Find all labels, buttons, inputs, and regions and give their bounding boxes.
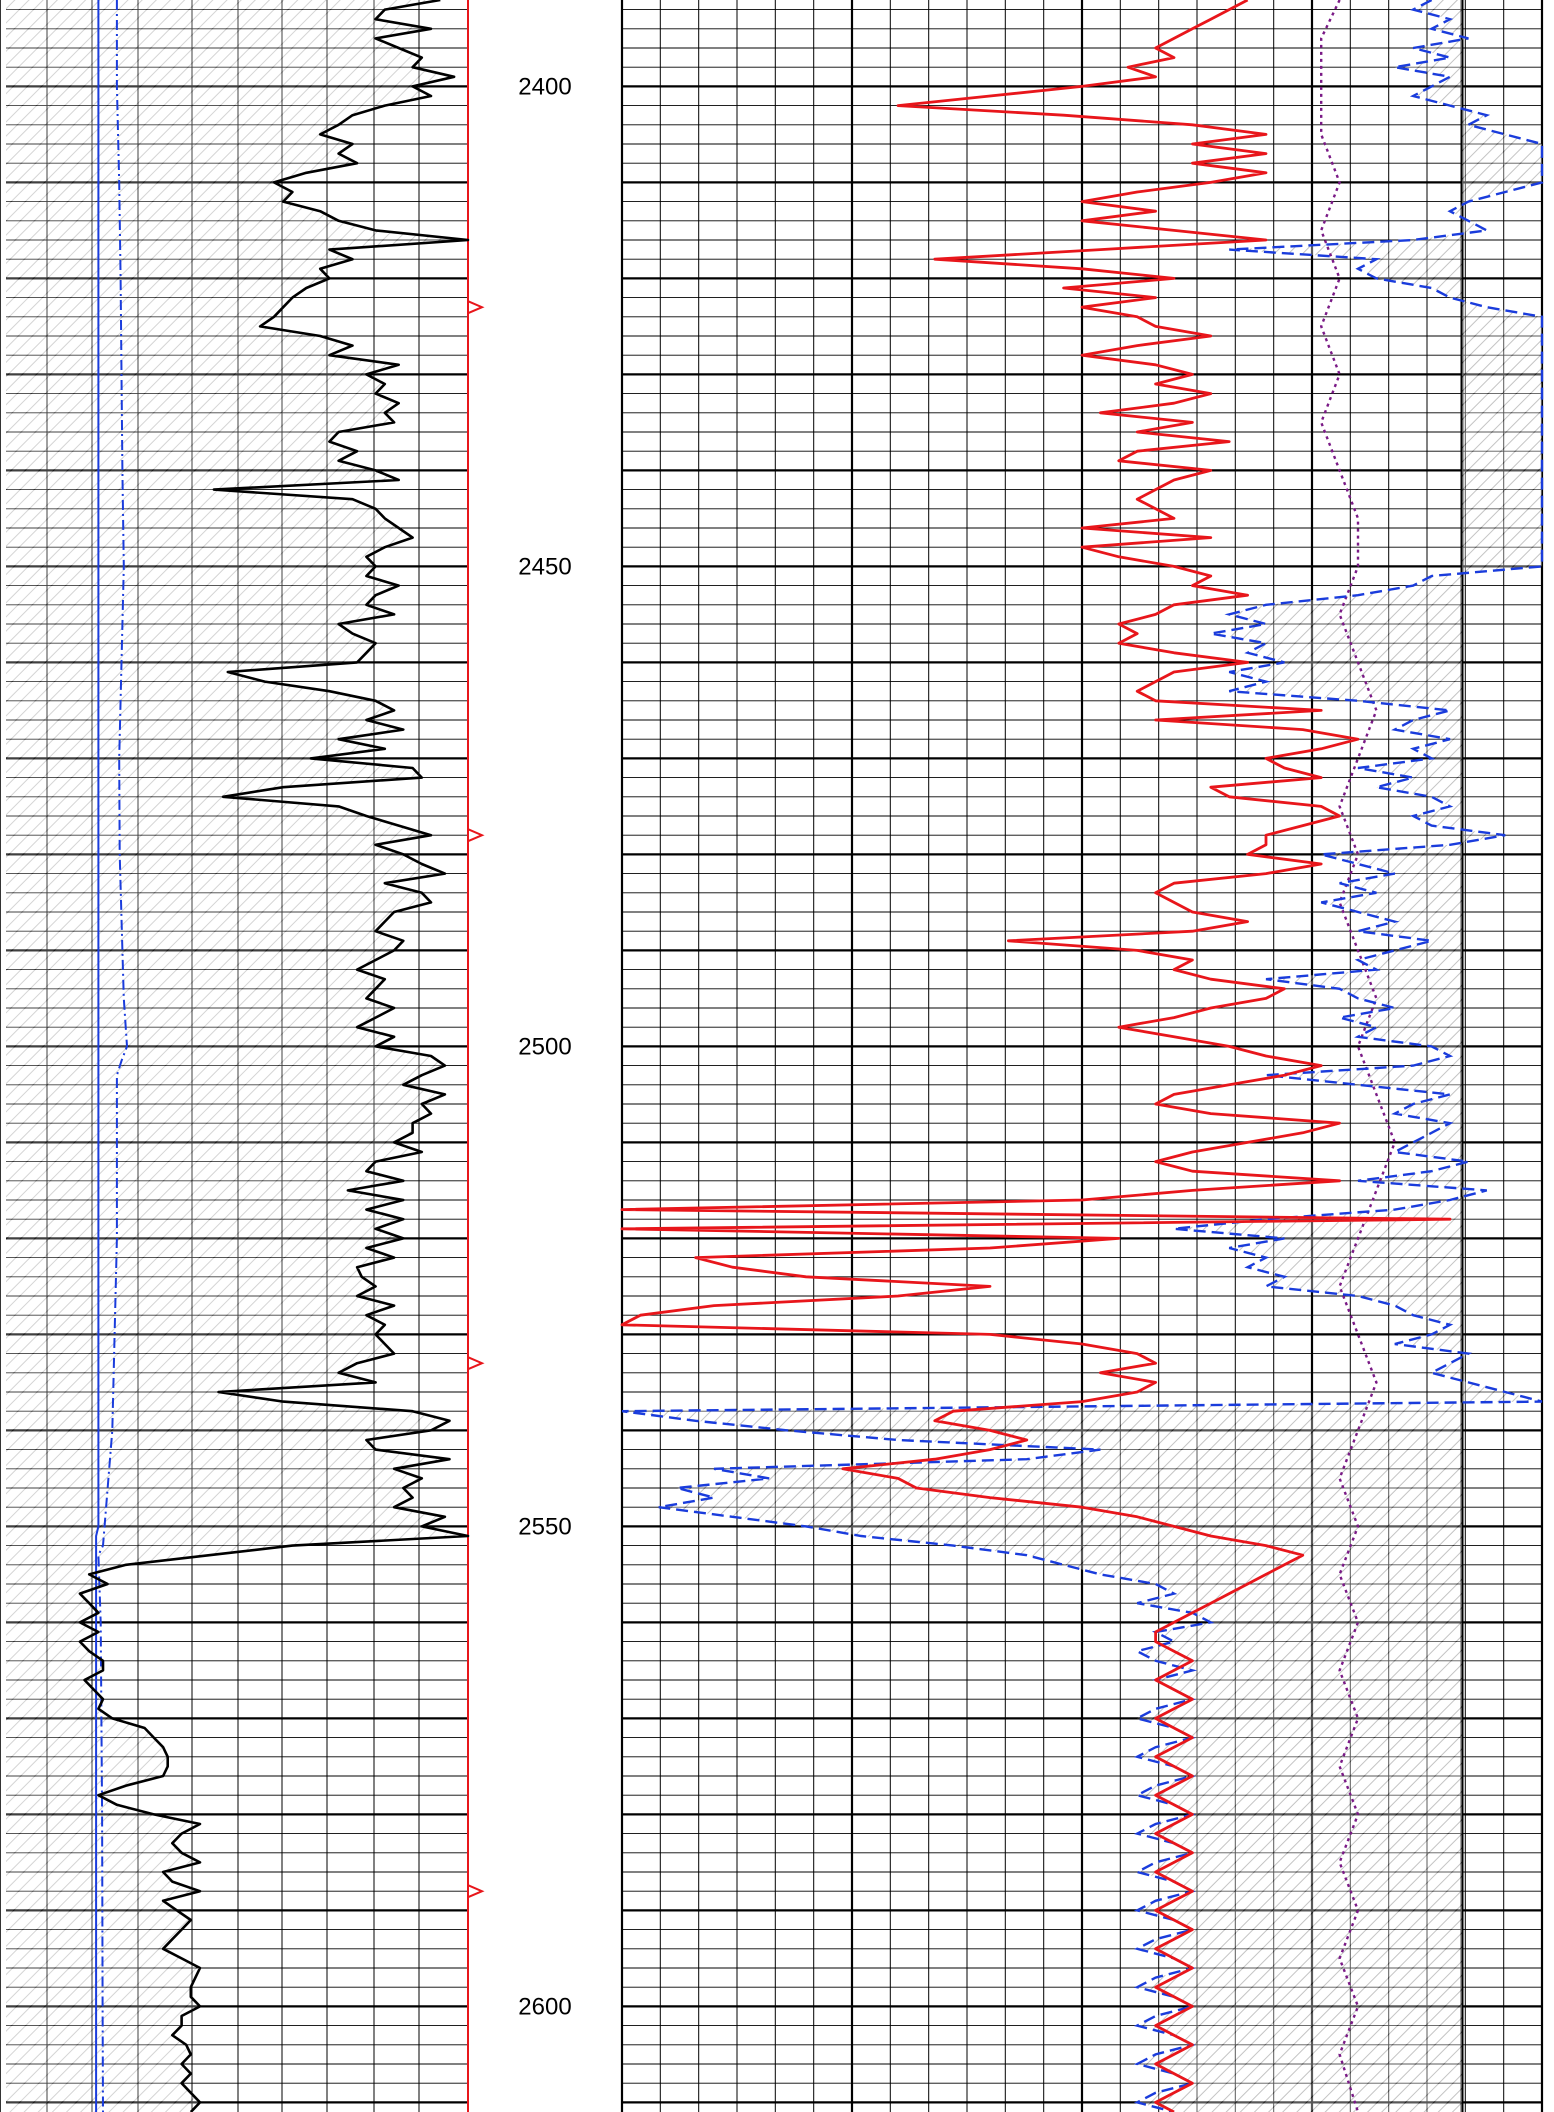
event-marker (467, 828, 485, 843)
event-markers (467, 300, 485, 1899)
depth-tick-label: 2400 (518, 73, 571, 100)
track-1-blue-solid-curve (95, 0, 100, 2112)
depth-tick-label: 2550 (518, 1513, 571, 1540)
depth-tick-label: 2500 (518, 1033, 571, 1060)
track-1-blue-dashdot-curve (97, 0, 129, 2112)
event-marker (467, 1356, 485, 1371)
depth-tick-label: 2450 (518, 553, 571, 580)
depth-tick-label: 2600 (518, 1993, 571, 2020)
track-1-curves (6, 0, 470, 2112)
track-1-black-curve (78, 0, 470, 2112)
event-marker (467, 1884, 485, 1899)
track-1-hatch-fill (6, 0, 468, 2112)
track-2-curves (620, 0, 1544, 2112)
track-2-red-curve (620, 0, 1452, 2112)
track-2-hatch-fill (622, 0, 1542, 2112)
track-2-blue-dashed-curve (621, 0, 1544, 2112)
depth-labels: 2400 2450 2500 2550 2600 (518, 73, 571, 2020)
event-marker (467, 300, 485, 315)
